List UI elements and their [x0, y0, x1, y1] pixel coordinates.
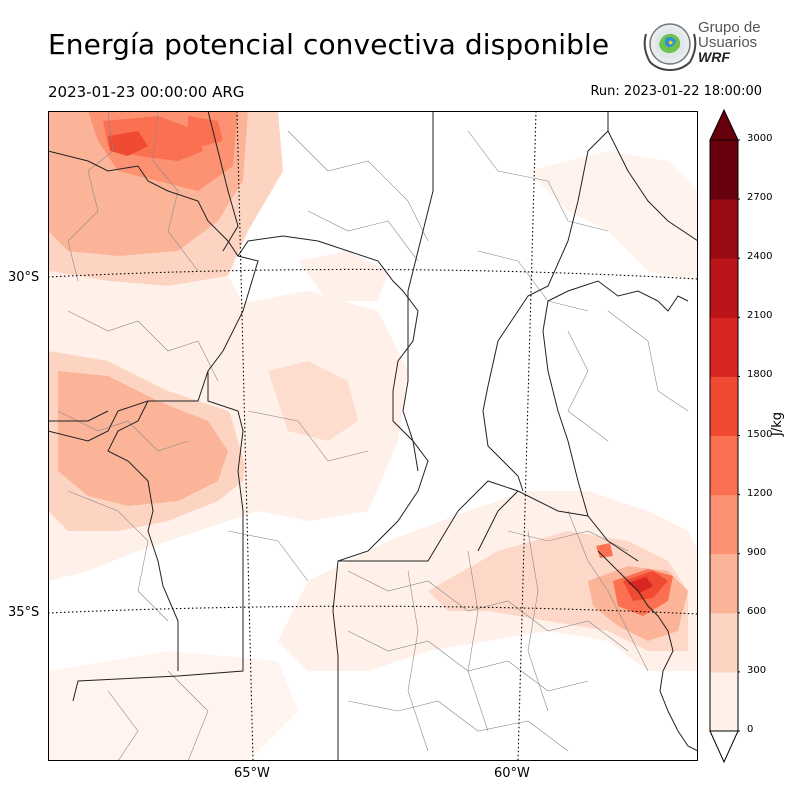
lat-label-30s: 30°S: [8, 270, 40, 285]
colorbar-bin: [710, 140, 738, 200]
logo-text: Grupo de Usuarios WRF: [698, 20, 761, 65]
colorbar-tick-label: 2400: [747, 251, 773, 263]
colorbar-tick-label: 1500: [747, 428, 773, 440]
colorbar-tick-label: 1200: [747, 487, 773, 499]
map-frame: [48, 111, 698, 761]
valid-time: 2023-01-23 00:00:00 ARG: [48, 83, 245, 101]
grupo-usuarios-wrf-logo: [643, 23, 697, 72]
cape-shading: [48, 111, 698, 761]
colorbar-tick-label: 2700: [747, 192, 773, 204]
run-time: Run: 2023-01-22 18:00:00: [590, 84, 762, 99]
colorbar-extend-under: [709, 730, 739, 764]
colorbar-tick-label: 600: [747, 605, 767, 617]
colorbar-unit-label: J/kg: [770, 412, 785, 436]
cape-map: [48, 111, 698, 761]
colorbar-bin: [710, 199, 738, 259]
colorbar-tick-label: 2100: [747, 310, 773, 322]
lon-label-60w: 60°W: [494, 766, 530, 781]
colorbar-tick-label: 1800: [747, 369, 773, 381]
colorbar-tick-label: 900: [747, 546, 767, 558]
logo-line-1: Grupo de: [698, 19, 761, 36]
colorbar-bin: [710, 612, 738, 673]
department-boundaries: [57, 111, 689, 761]
map-title: Energía potencial convectiva disponible: [48, 28, 610, 61]
colorbar-bin: [710, 376, 738, 436]
logo-line-2: Usuarios: [698, 34, 758, 51]
colorbar-bin: [710, 317, 738, 377]
colorbar-bin: [710, 671, 738, 732]
colorbar-tick-label: 0: [747, 724, 754, 735]
colorbar-bin: [710, 435, 738, 496]
colorbar-bin: [710, 553, 738, 614]
province-boundaries: [48, 111, 698, 761]
colorbar-bin: [710, 494, 738, 555]
graticule: [48, 111, 698, 761]
colorbar-bin: [710, 258, 738, 318]
colorbar-tick-label: 300: [747, 664, 767, 676]
lat-label-35s: 35°S: [8, 605, 40, 620]
colorbar-tick-label: 3000: [747, 133, 773, 144]
lon-label-65w: 65°W: [234, 766, 270, 781]
colorbar: [709, 108, 740, 764]
logo-emblem-icon: [643, 23, 697, 72]
logo-line-3: WRF: [698, 49, 730, 65]
colorbar-extend-over: [709, 108, 739, 141]
coastline: [597, 550, 698, 752]
